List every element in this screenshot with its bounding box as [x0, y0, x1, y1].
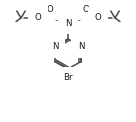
Text: O: O	[47, 5, 53, 14]
Text: O: O	[35, 14, 41, 22]
Text: N: N	[78, 42, 84, 51]
Text: N: N	[52, 42, 58, 51]
Text: O: O	[95, 14, 101, 22]
Text: N: N	[65, 19, 71, 27]
Text: Br: Br	[63, 73, 73, 82]
Text: O: O	[83, 5, 89, 14]
